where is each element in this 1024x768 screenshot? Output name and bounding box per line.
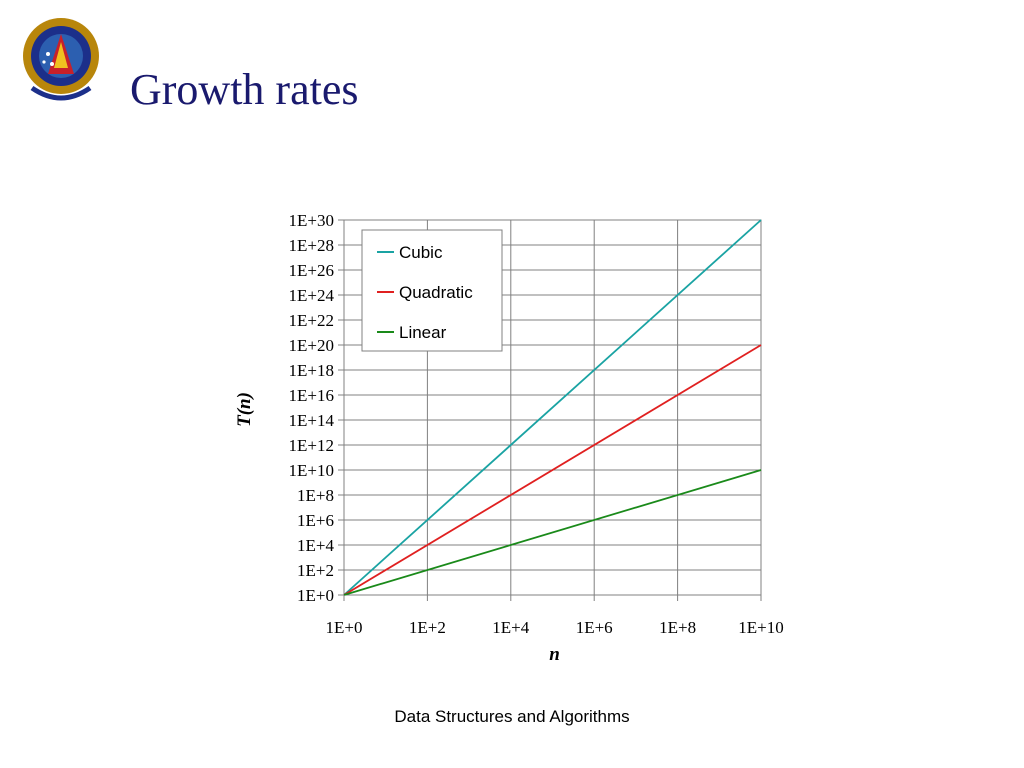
x-tick-label: 1E+8 <box>659 618 696 637</box>
y-tick-label: 1E+16 <box>289 386 334 405</box>
y-tick-label: 1E+20 <box>289 336 334 355</box>
y-tick-label: 1E+0 <box>297 586 334 605</box>
y-tick-label: 1E+18 <box>289 361 334 380</box>
x-tick-label: 1E+4 <box>492 618 529 637</box>
y-tick-label: 1E+28 <box>289 236 334 255</box>
y-tick-label: 1E+8 <box>297 486 334 505</box>
y-tick-label: 1E+22 <box>289 311 334 330</box>
series-line-linear <box>343 469 762 596</box>
y-tick-label: 1E+4 <box>297 536 334 555</box>
y-axis-title: T(n) <box>234 392 255 427</box>
x-tick-label: 1E+10 <box>738 618 783 637</box>
legend-box <box>361 229 503 352</box>
y-tick-label: 1E+2 <box>297 561 334 580</box>
y-tick-label: 1E+10 <box>289 461 334 480</box>
page-title: Growth rates <box>130 65 359 114</box>
y-tick-label: 1E+6 <box>297 511 334 530</box>
y-tick-label: 1E+26 <box>289 261 334 280</box>
y-tick-label: 1E+14 <box>289 411 335 430</box>
series-line-cubic <box>343 219 762 596</box>
x-tick-label: 1E+6 <box>576 618 613 637</box>
x-tick-label: 1E+2 <box>409 618 446 637</box>
legend-label: Linear <box>399 323 447 342</box>
legend-label: Cubic <box>399 243 443 262</box>
series-line-quadratic <box>343 344 762 596</box>
y-tick-label: 1E+30 <box>289 211 334 230</box>
x-tick-label: 1E+0 <box>326 618 363 637</box>
x-axis-title: n <box>549 644 560 665</box>
institute-logo <box>18 16 104 102</box>
footer-text: Data Structures and Algorithms <box>394 707 630 726</box>
legend-label: Quadratic <box>399 283 473 302</box>
y-tick-label: 1E+24 <box>289 286 335 305</box>
y-tick-label: 1E+12 <box>289 436 334 455</box>
